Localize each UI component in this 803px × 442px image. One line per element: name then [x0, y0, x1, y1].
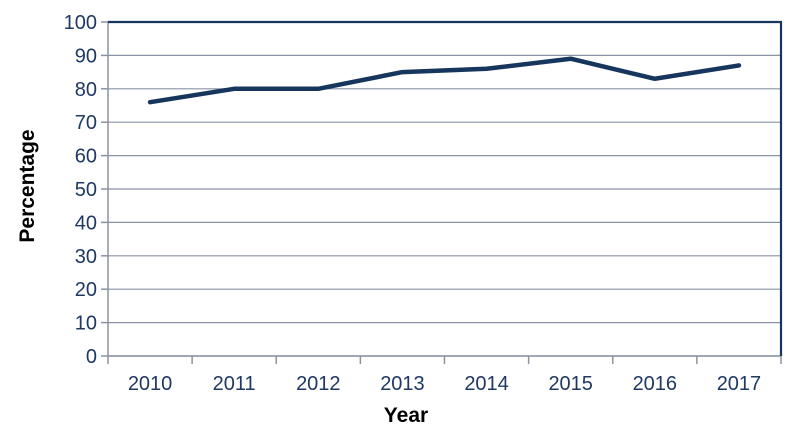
- x-tick-label: 2015: [548, 373, 593, 395]
- x-tick-label: 2013: [380, 373, 425, 395]
- data-line: [147, 56, 742, 105]
- x-tick-label: 2011: [213, 373, 256, 395]
- y-tick-label: 80: [75, 79, 97, 101]
- x-tick-label: 2017: [717, 373, 762, 395]
- y-tick-label: 30: [75, 246, 97, 268]
- y-tick-label: 100: [64, 12, 97, 34]
- y-tick-label: 90: [75, 45, 97, 67]
- y-tick-label: 40: [75, 212, 97, 234]
- y-tick-label: 60: [75, 146, 97, 168]
- x-tick-label: 2014: [464, 373, 509, 395]
- y-tick-label: 0: [86, 346, 97, 368]
- y-tick-label: 70: [75, 112, 97, 134]
- x-tick-label: 2016: [633, 373, 678, 395]
- y-tick-label: 20: [75, 279, 97, 301]
- y-axis-title: Percentage: [16, 129, 39, 243]
- x-tick-label: 2012: [296, 373, 341, 395]
- y-tick-label: 50: [75, 179, 97, 201]
- x-tick-label: 2010: [128, 373, 173, 395]
- x-axis-title: Year: [383, 404, 429, 427]
- y-tick-label: 10: [75, 313, 97, 335]
